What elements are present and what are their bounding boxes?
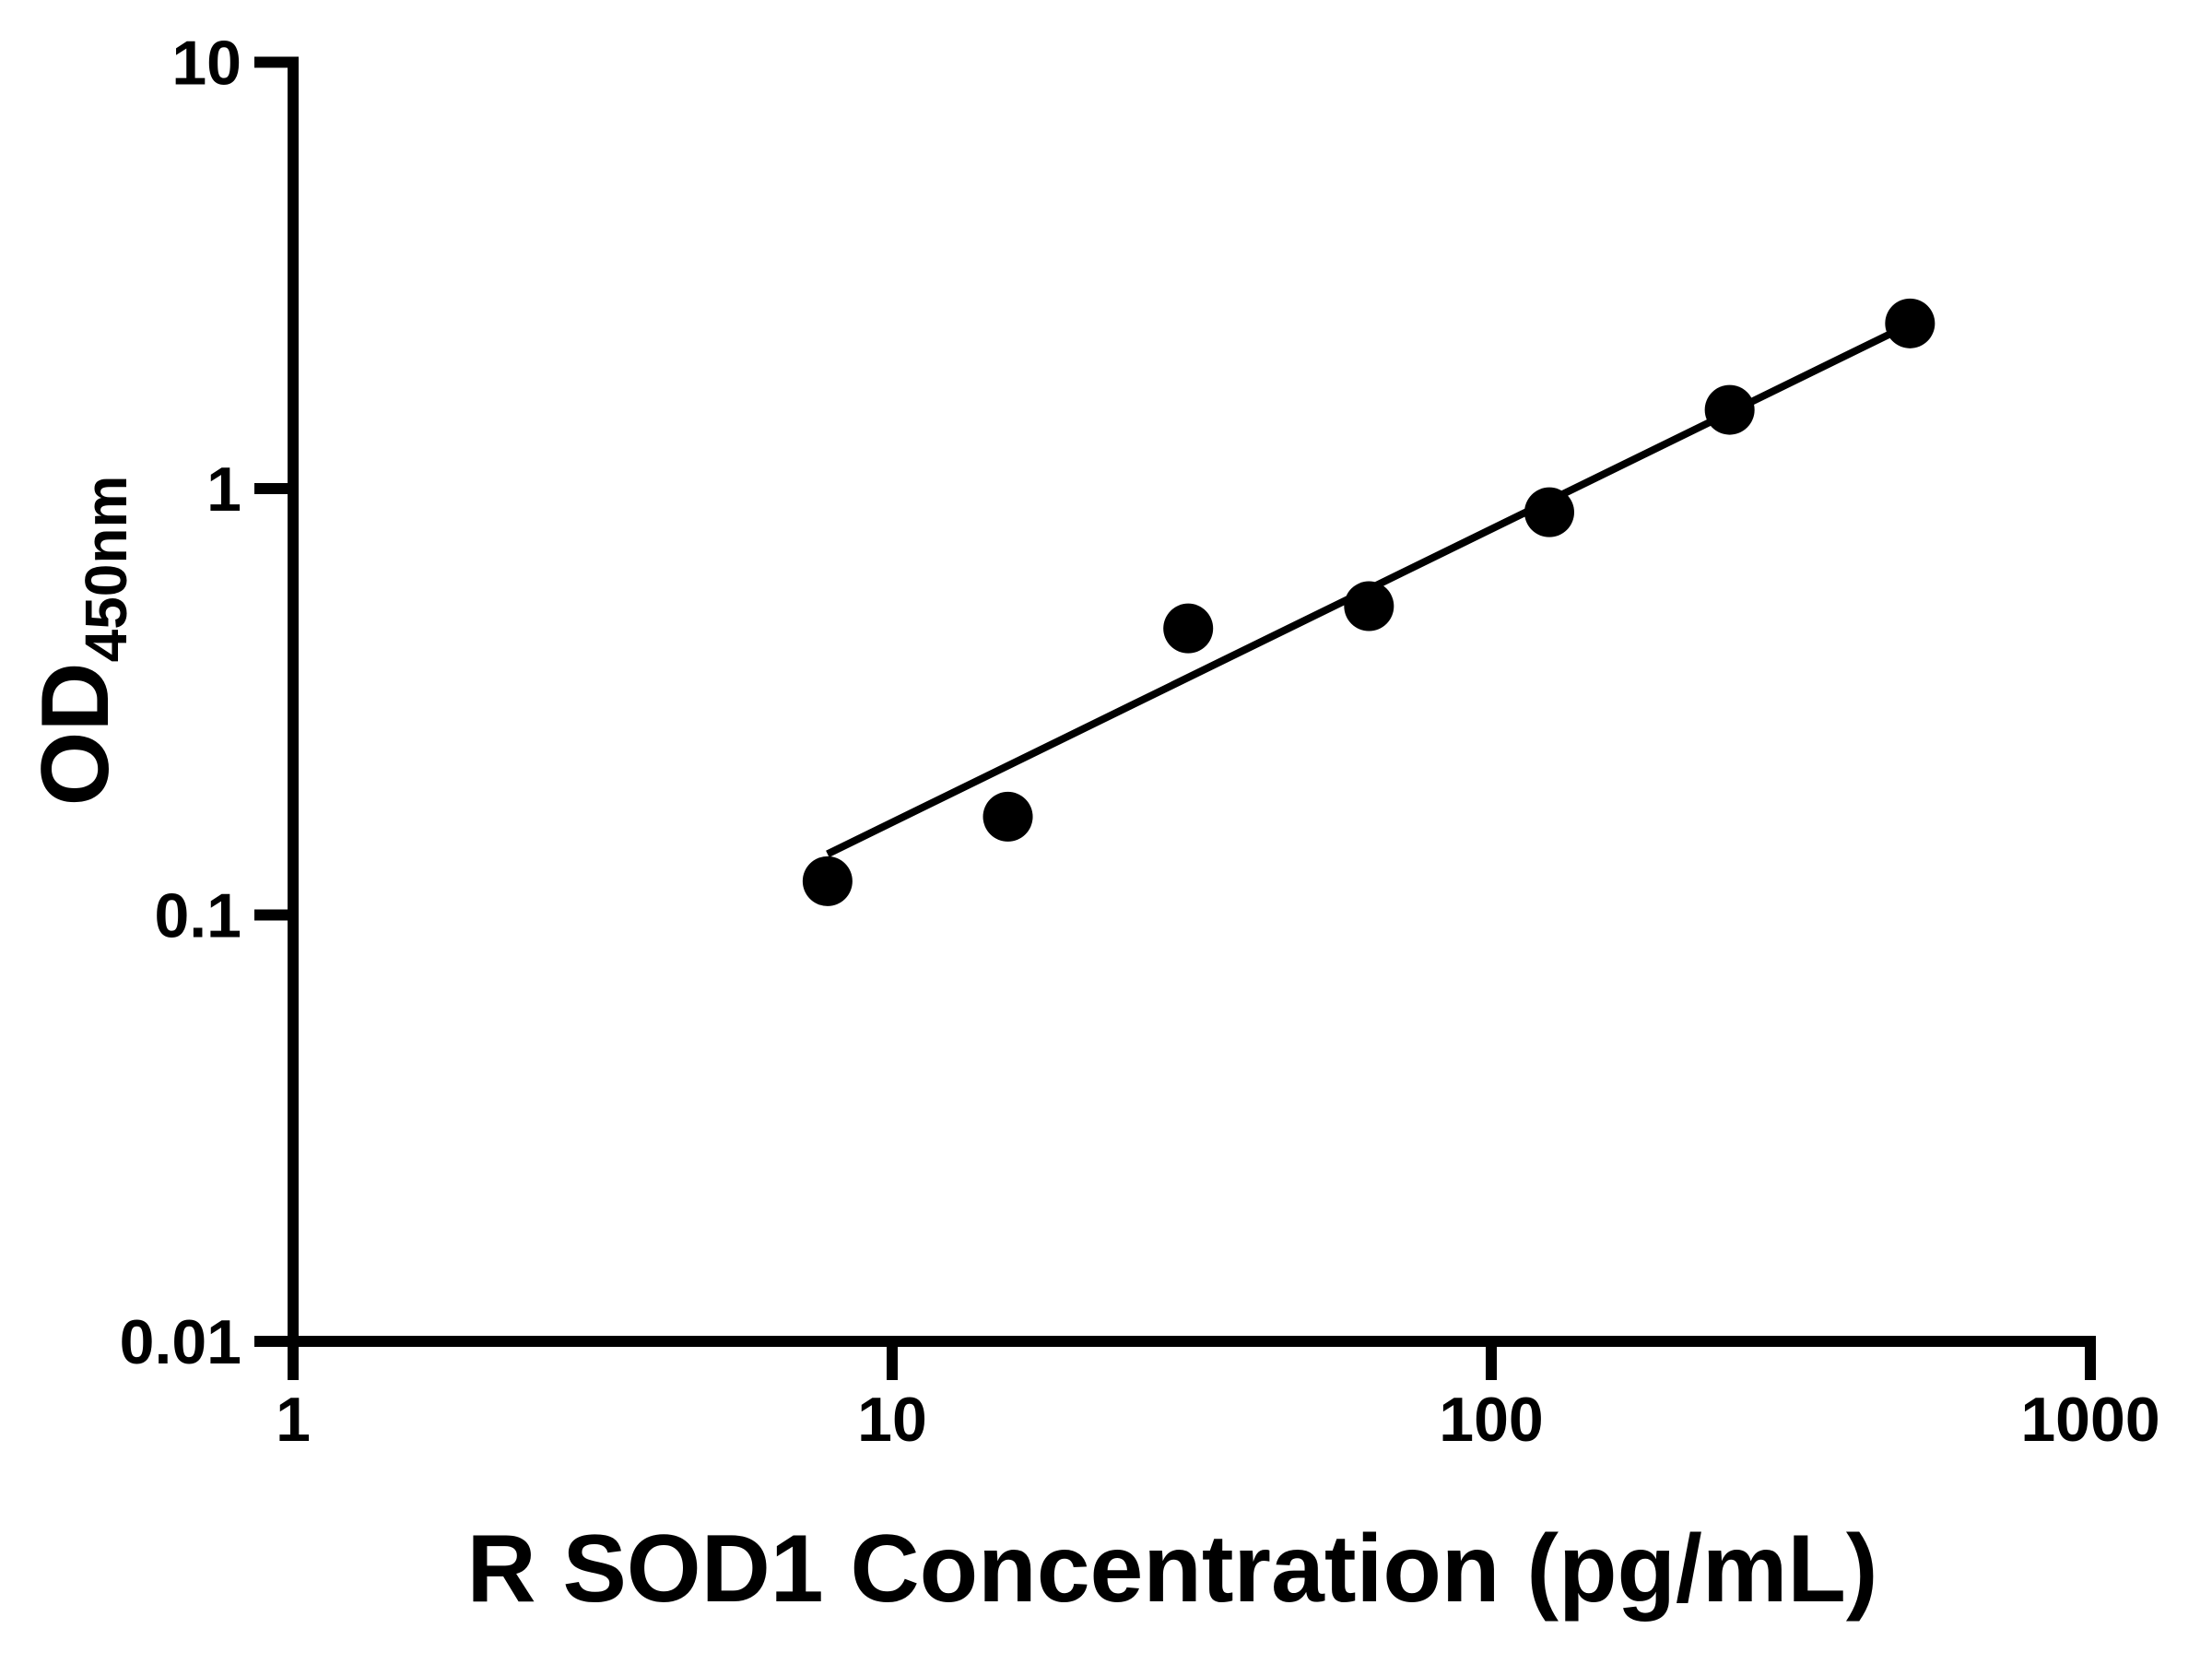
y-tick-label: 0.01 <box>120 1307 241 1377</box>
x-tick-label: 100 <box>1439 1385 1543 1455</box>
x-tick-label: 1 <box>276 1385 311 1455</box>
x-tick-label: 1000 <box>2020 1385 2159 1455</box>
data-point <box>802 856 853 906</box>
data-point <box>1885 298 1936 348</box>
y-axis-title: OD450nm <box>22 476 139 807</box>
y-tick-label: 1 <box>206 454 241 525</box>
data-point <box>1524 487 1574 537</box>
x-tick-label: 10 <box>857 1385 927 1455</box>
data-point <box>1704 384 1755 435</box>
y-tick-label: 10 <box>171 29 241 99</box>
data-point <box>1163 603 1214 654</box>
data-series <box>802 298 1936 906</box>
y-axis-title-main: OD <box>22 662 129 806</box>
y-tick-label: 0.1 <box>154 881 241 951</box>
data-point <box>1344 581 1394 631</box>
axes <box>254 56 2096 1380</box>
data-point <box>982 791 1033 842</box>
y-axis-title-subscript: 450nm <box>73 476 139 663</box>
x-tick-labels: 1 10 100 1000 <box>276 1385 2160 1455</box>
x-axis-title: R SOD1 Concentration (pg/mL) <box>466 1516 1877 1623</box>
y-tick-labels: 10 1 0.1 0.01 <box>120 29 241 1378</box>
